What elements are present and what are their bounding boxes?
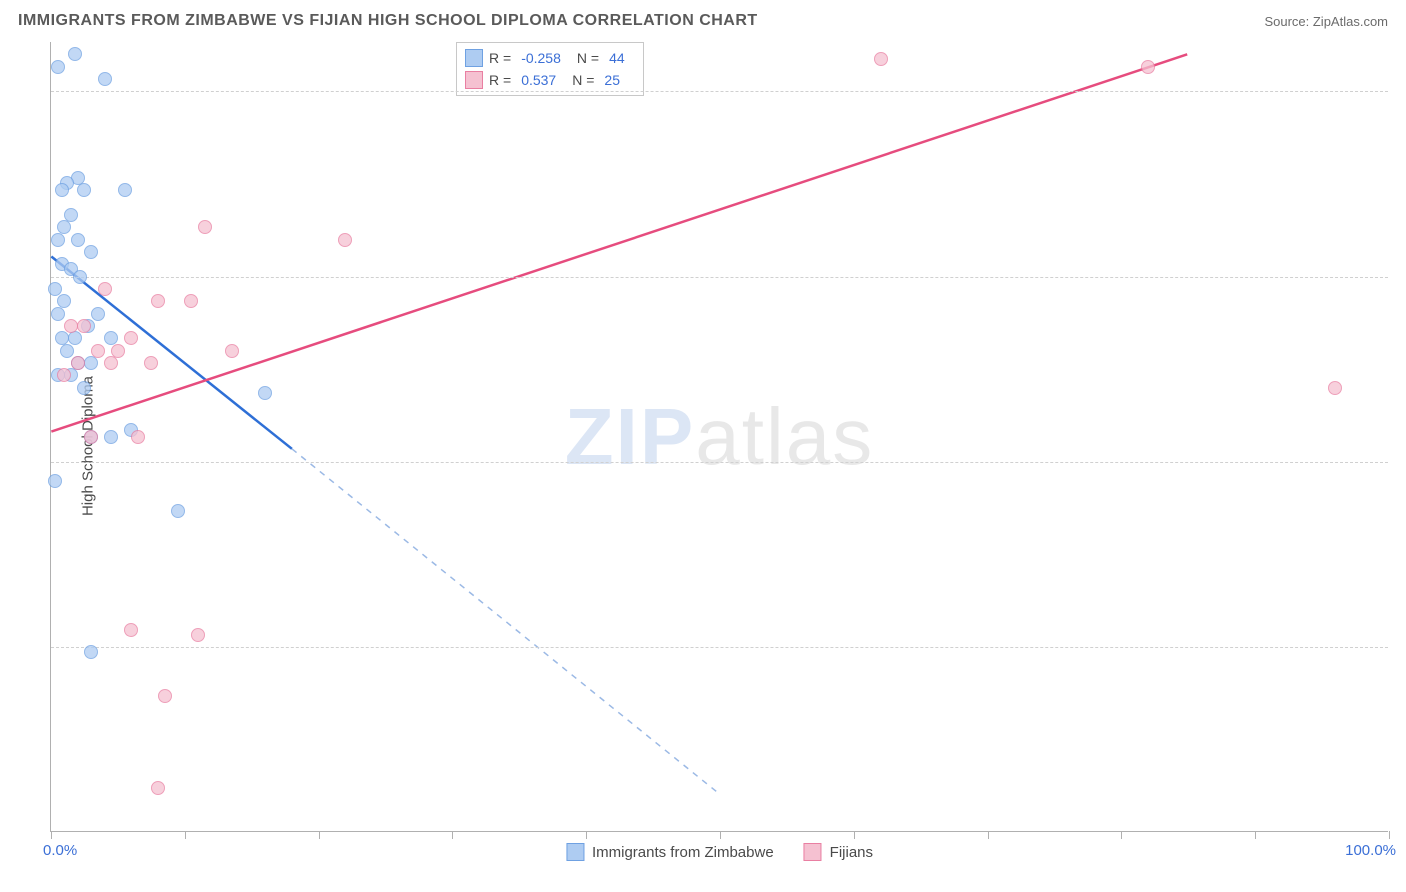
legend-series-item: Immigrants from Zimbabwe <box>566 843 774 861</box>
x-tick <box>1255 831 1256 839</box>
data-point <box>144 356 158 370</box>
data-point <box>77 381 91 395</box>
trend-lines-layer <box>51 42 1388 831</box>
x-axis-max-label: 100.0% <box>1345 842 1396 859</box>
data-point <box>131 430 145 444</box>
x-tick <box>854 831 855 839</box>
legend-r-label: R = <box>489 72 511 88</box>
trend-line-solid <box>51 54 1187 431</box>
source-attribution: Source: ZipAtlas.com <box>1264 14 1388 29</box>
x-tick <box>1389 831 1390 839</box>
data-point <box>51 60 65 74</box>
x-tick <box>51 831 52 839</box>
x-tick <box>319 831 320 839</box>
legend-swatch <box>465 71 483 89</box>
legend-series-label: Fijians <box>830 844 873 861</box>
data-point <box>104 356 118 370</box>
gridline <box>51 647 1388 648</box>
data-point <box>84 245 98 259</box>
legend-swatch <box>804 843 822 861</box>
y-tick-label: 85.0% <box>1398 453 1406 470</box>
y-tick-label: 77.5% <box>1398 638 1406 655</box>
watermark-bold: ZIP <box>565 392 695 481</box>
legend-r-label: R = <box>489 50 511 66</box>
legend-swatch <box>465 49 483 67</box>
data-point <box>91 307 105 321</box>
data-point <box>48 282 62 296</box>
data-point <box>98 282 112 296</box>
data-point <box>151 294 165 308</box>
data-point <box>338 233 352 247</box>
data-point <box>60 344 74 358</box>
data-point <box>91 344 105 358</box>
trend-line-solid <box>51 257 292 449</box>
legend-n-label: N = <box>577 50 599 66</box>
trend-line-dashed <box>292 449 720 794</box>
data-point <box>151 781 165 795</box>
data-point <box>104 430 118 444</box>
gridline <box>51 462 1388 463</box>
data-point <box>51 233 65 247</box>
data-point <box>158 689 172 703</box>
legend-swatch <box>566 843 584 861</box>
legend-series-label: Immigrants from Zimbabwe <box>592 844 774 861</box>
data-point <box>1328 381 1342 395</box>
x-tick <box>185 831 186 839</box>
x-tick <box>1121 831 1122 839</box>
data-point <box>84 430 98 444</box>
data-point <box>124 331 138 345</box>
gridline <box>51 277 1388 278</box>
watermark: ZIPatlas <box>565 391 874 483</box>
data-point <box>77 319 91 333</box>
watermark-light: atlas <box>695 392 874 481</box>
data-point <box>71 233 85 247</box>
data-point <box>84 356 98 370</box>
x-axis-min-label: 0.0% <box>43 842 77 859</box>
data-point <box>1141 60 1155 74</box>
data-point <box>124 623 138 637</box>
data-point <box>64 319 78 333</box>
data-point <box>84 645 98 659</box>
data-point <box>98 72 112 86</box>
data-point <box>118 183 132 197</box>
data-point <box>874 52 888 66</box>
data-point <box>198 220 212 234</box>
gridline <box>51 91 1388 92</box>
legend-n-label: N = <box>572 72 594 88</box>
x-tick <box>452 831 453 839</box>
plot-area: ZIPatlas R =-0.258N =44R = 0.537N =25 Im… <box>50 42 1388 832</box>
x-tick <box>988 831 989 839</box>
data-point <box>191 628 205 642</box>
data-point <box>51 307 65 321</box>
data-point <box>68 47 82 61</box>
legend-correlation-row: R = -0.258 N = 44 <box>465 47 635 69</box>
x-tick <box>720 831 721 839</box>
chart-container: IMMIGRANTS FROM ZIMBABWE VS FIJIAN HIGH … <box>0 0 1406 892</box>
legend-correlation-box: R = -0.258 N = 44 R = 0.537 N = 25 <box>456 42 644 96</box>
data-point <box>73 270 87 284</box>
legend-correlation-row: R = 0.537 N = 25 <box>465 69 635 91</box>
data-point <box>48 474 62 488</box>
legend-r-value: -0.258 <box>521 50 561 66</box>
data-point <box>57 368 71 382</box>
data-point <box>225 344 239 358</box>
y-tick-label: 92.5% <box>1398 268 1406 285</box>
data-point <box>68 331 82 345</box>
legend-series: Immigrants from Zimbabwe Fijians <box>566 843 873 861</box>
data-point <box>55 183 69 197</box>
legend-r-value: 0.537 <box>521 72 556 88</box>
data-point <box>77 183 91 197</box>
legend-n-value: 25 <box>604 72 620 88</box>
data-point <box>258 386 272 400</box>
legend-series-item: Fijians <box>804 843 873 861</box>
chart-title: IMMIGRANTS FROM ZIMBABWE VS FIJIAN HIGH … <box>18 12 758 30</box>
y-tick-label: 100.0% <box>1398 83 1406 100</box>
data-point <box>184 294 198 308</box>
data-point <box>71 356 85 370</box>
legend-n-value: 44 <box>609 50 625 66</box>
x-tick <box>586 831 587 839</box>
data-point <box>171 504 185 518</box>
